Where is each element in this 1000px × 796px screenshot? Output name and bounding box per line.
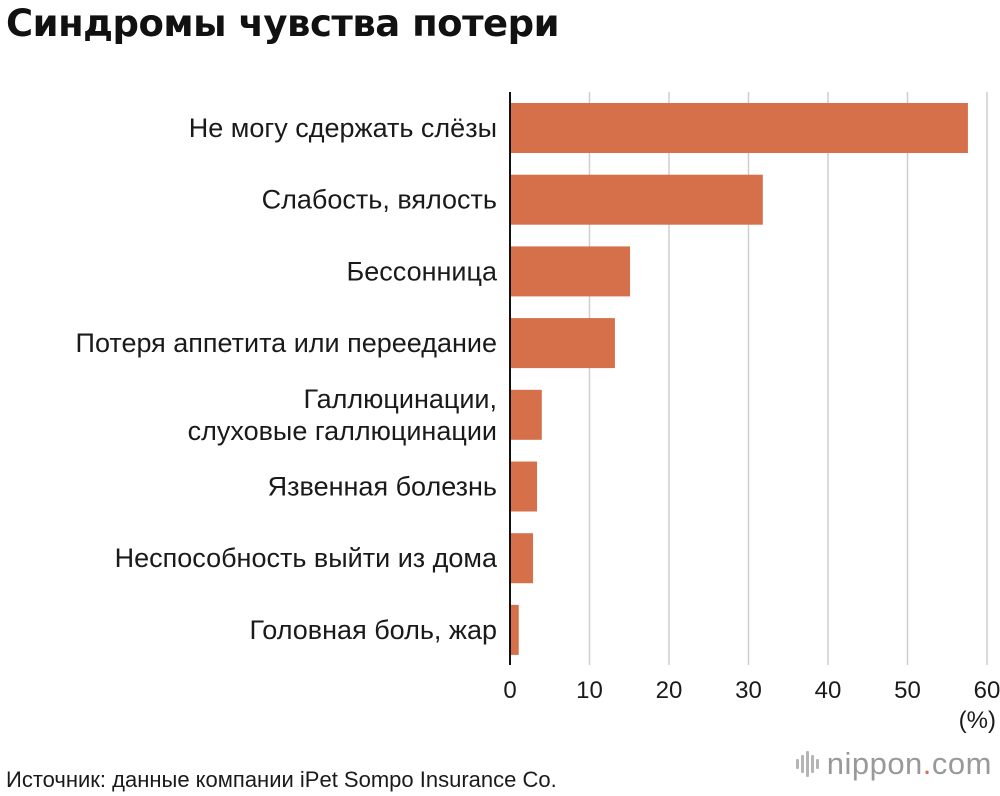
brand-name-main: nippon [826,746,923,781]
category-label-7: Неспособность выйти из дома [115,543,498,573]
brand-name: nippon.com [827,746,992,782]
category-label-3: Бессонница [347,256,498,286]
bar-8 [510,604,519,655]
source-note: Источник: данные компании iPet Sompo Ins… [6,767,557,792]
category-label-5: Галлюцинации, слуховые галлюцинации [188,384,497,446]
bar-3 [510,246,631,297]
brand-logo: nippon.com [795,746,992,782]
category-labels: Не могу сдержать слёзы Слабость, вялость Б… [76,113,498,645]
category-label-2: Слабость, вялость [262,185,497,215]
category-label-6: Язвенная болезнь [268,472,497,502]
brand-mark-icon [795,751,819,777]
bar-4 [510,318,615,369]
x-tick-label-0: 0 [503,677,516,704]
chart-title: Синдромы чувства потери [6,2,560,45]
brand-dot: . [922,746,932,781]
bar-6 [510,461,538,512]
x-tick-label-50: 50 [894,677,921,704]
category-label-8: Головная боль, жар [249,615,497,645]
x-tick-label-30: 30 [735,677,762,704]
category-label-1: Не могу сдержать слёзы [189,113,497,143]
bar-2 [510,174,763,225]
bar-7 [510,533,534,584]
category-label-4: Потеря аппетита или переедание [76,328,497,358]
bars [510,103,968,655]
brand-tld: com [931,746,992,781]
x-tick-label-60: 60 [974,677,1000,704]
x-axis-unit: (%) [959,707,996,734]
x-tick-label-20: 20 [656,677,683,704]
x-tick-label-40: 40 [815,677,842,704]
bar-5 [510,389,542,440]
x-tick-labels: 0 10 20 30 40 50 60 [503,677,1000,704]
x-tick-label-10: 10 [576,677,603,704]
bar-1 [510,103,968,153]
